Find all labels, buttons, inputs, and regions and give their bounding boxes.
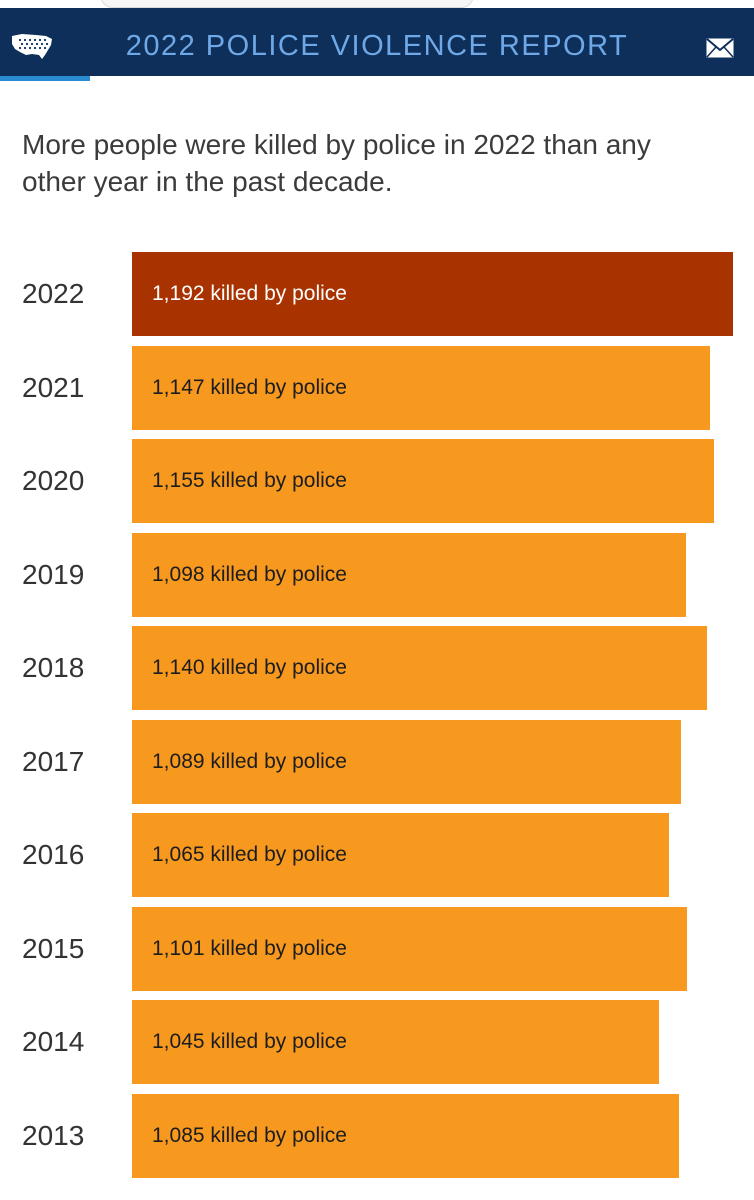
bar-value-label: 1,085 killed by police: [152, 1124, 347, 1147]
bar-2013: 1,085 killed by police: [132, 1094, 679, 1178]
bar-value-label: 1,098 killed by police: [152, 563, 347, 586]
chart-subtitle: More people were killed by police in 202…: [22, 129, 651, 197]
bar-value-label: 1,140 killed by police: [152, 656, 347, 679]
chart-row-2020: 2020 1,155 killed by police: [0, 439, 754, 523]
site-header: [0, 8, 754, 76]
address-bar[interactable]: [100, 0, 474, 8]
year-label: 2016: [22, 839, 85, 870]
chart-row-2022: 2022 1,192 killed by police: [0, 252, 754, 336]
bar-2022: 1,192 killed by police: [132, 252, 733, 336]
bar-value-label: 1,147 killed by police: [152, 376, 347, 399]
bar-2019: 1,098 killed by police: [132, 533, 686, 617]
year-label: 2020: [22, 465, 85, 496]
mail-icon[interactable]: [706, 38, 734, 58]
chart-row-2018: 2018 1,140 killed by police: [0, 626, 754, 710]
bar-value-label: 1,089 killed by police: [152, 750, 347, 773]
year-label: 2015: [22, 933, 85, 964]
chart-row-2016: 2016 1,065 killed by police: [0, 813, 754, 897]
chart-row-2019: 2019 1,098 killed by police: [0, 533, 754, 617]
chart-row-2013: 2013 1,085 killed by police: [0, 1094, 754, 1178]
bar-value-label: 1,101 killed by police: [152, 937, 347, 960]
year-label: 2017: [22, 746, 85, 777]
bar-2020: 1,155 killed by police: [132, 439, 714, 523]
bar-2015: 1,101 killed by police: [132, 907, 687, 991]
bar-value-label: 1,045 killed by police: [152, 1030, 347, 1053]
year-label: 2021: [22, 372, 85, 403]
bar-2014: 1,045 killed by police: [132, 1000, 659, 1084]
year-label: 2013: [22, 1120, 85, 1151]
year-label: 2018: [22, 652, 85, 683]
bar-value-label: 1,192 killed by police: [152, 282, 347, 305]
bar-value-label: 1,065 killed by police: [152, 843, 347, 866]
header-accent-bar: [0, 76, 90, 81]
year-label: 2022: [22, 278, 85, 309]
bar-2017: 1,089 killed by police: [132, 720, 681, 804]
page-title: 2022 POLICE VIOLENCE REPORT: [125, 30, 629, 62]
year-label: 2019: [22, 559, 85, 590]
chart-row-2015: 2015 1,101 killed by police: [0, 907, 754, 991]
year-label: 2014: [22, 1026, 85, 1057]
chart-row-2017: 2017 1,089 killed by police: [0, 720, 754, 804]
browser-top-strip: [0, 0, 754, 8]
bar-chart: 2022 1,192 killed by police 2021 1,147 kill…: [0, 252, 754, 1188]
bar-value-label: 1,155 killed by police: [152, 469, 347, 492]
chart-row-2021: 2021 1,147 killed by police: [0, 346, 754, 430]
chart-row-2014: 2014 1,045 killed by police: [0, 1000, 754, 1084]
bar-2021: 1,147 killed by police: [132, 346, 710, 430]
bar-2018: 1,140 killed by police: [132, 626, 707, 710]
bar-2016: 1,065 killed by police: [132, 813, 669, 897]
usa-map-icon[interactable]: [8, 28, 56, 62]
